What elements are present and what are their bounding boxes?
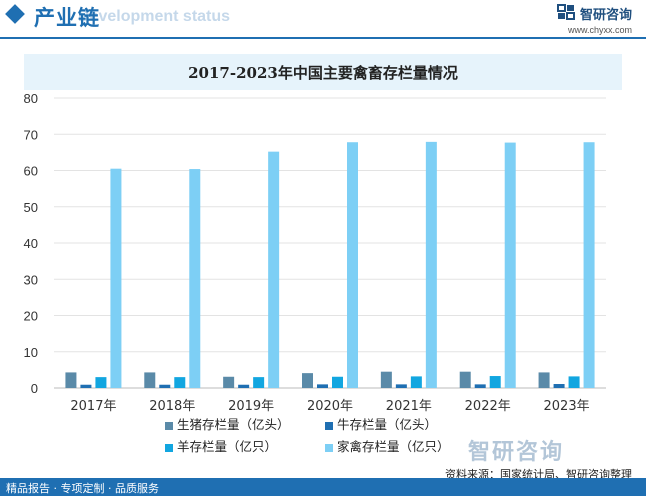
bar xyxy=(395,384,407,388)
bar xyxy=(65,372,77,388)
bar xyxy=(474,384,486,388)
bar xyxy=(174,377,186,388)
y-tick-label: 50 xyxy=(24,200,38,215)
footer-tagline: 精品报告 · 专项定制 · 品质服务 xyxy=(6,482,159,495)
bar xyxy=(347,142,358,388)
bar xyxy=(425,141,437,388)
x-tick-label: 2019年 xyxy=(228,399,274,414)
y-tick-label: 30 xyxy=(24,272,38,287)
legend-label: 家禽存栏量（亿只） xyxy=(337,439,450,454)
bar xyxy=(459,371,471,388)
legend-item: 家禽存栏量（亿只） xyxy=(325,436,450,455)
legend-swatch xyxy=(325,443,333,452)
brand-logo: 智研咨询 www.chyxx.com xyxy=(556,3,632,35)
bar xyxy=(489,376,501,388)
bar xyxy=(189,169,201,388)
bar xyxy=(223,376,235,388)
header-subtitle: Development status xyxy=(78,8,231,25)
bar xyxy=(583,142,595,388)
bar xyxy=(332,376,343,388)
legend-swatch xyxy=(325,421,333,430)
y-tick-label: 20 xyxy=(24,309,38,324)
bar xyxy=(268,151,280,388)
x-tick-label: 2022年 xyxy=(465,399,511,414)
x-tick-label: 2018年 xyxy=(149,399,195,414)
x-tick-label: 2021年 xyxy=(386,399,432,414)
bar xyxy=(159,384,171,388)
legend-item: 羊存栏量（亿只） xyxy=(165,436,277,455)
legend-swatch xyxy=(165,421,173,430)
bar xyxy=(380,371,392,388)
y-tick-label: 70 xyxy=(24,127,38,142)
bar xyxy=(504,142,516,388)
bar xyxy=(253,377,265,388)
legend-swatch xyxy=(165,443,173,452)
y-tick-label: 60 xyxy=(24,164,38,179)
legend-label: 牛存栏量（亿头） xyxy=(337,417,438,432)
watermark-logo: 智研咨询 xyxy=(468,440,565,465)
bar xyxy=(110,168,122,388)
x-tick-label: 2020年 xyxy=(307,399,353,414)
y-tick-label: 40 xyxy=(24,236,38,251)
y-tick-label: 0 xyxy=(31,381,38,396)
legend-item: 牛存栏量（亿头） xyxy=(325,414,437,433)
chart-title-bar: 2017-2023年中国主要禽畜存栏量情况 xyxy=(24,54,622,90)
y-tick-label: 80 xyxy=(24,91,38,106)
header-title: 产业链 xyxy=(34,6,100,30)
header-divider xyxy=(0,37,646,39)
legend-item: 生猪存栏量（亿头） xyxy=(165,414,290,433)
logo-name: 智研咨询 xyxy=(579,8,632,23)
chart-title: 2017-2023年中国主要禽畜存栏量情况 xyxy=(188,64,458,82)
bar xyxy=(144,372,156,388)
bar xyxy=(553,384,565,388)
bar xyxy=(568,376,580,388)
legend-label: 羊存栏量（亿只） xyxy=(177,439,278,454)
x-tick-label: 2017年 xyxy=(70,399,116,414)
bar xyxy=(238,384,250,388)
bar xyxy=(302,373,313,388)
bar xyxy=(410,376,422,388)
bar xyxy=(317,384,328,388)
logo-url: www.chyxx.com xyxy=(567,24,632,35)
x-tick-label: 2023年 xyxy=(544,399,590,414)
page-header: Development status 产业链 智研咨询 www.chyxx.co… xyxy=(0,0,646,39)
bar xyxy=(80,384,92,388)
bar xyxy=(538,372,550,388)
page-footer: 精品报告 · 专项定制 · 品质服务 xyxy=(0,478,646,496)
logo-icon xyxy=(556,3,575,24)
bar xyxy=(95,377,107,388)
legend-label: 生猪存栏量（亿头） xyxy=(177,417,290,432)
y-tick-label: 10 xyxy=(24,345,38,360)
source-note: 资料来源：国家统计局、智研咨询整理 xyxy=(445,468,632,481)
